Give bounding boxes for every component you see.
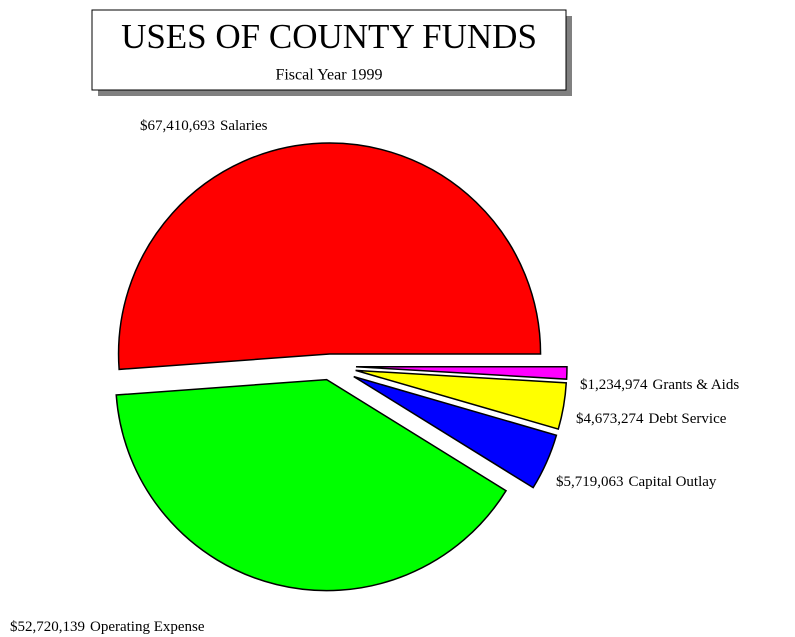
title-box: [91, 9, 567, 91]
slice-category-label: Salaries: [220, 118, 268, 134]
slice-label: $5,719,063 Capital Outlay: [556, 474, 717, 490]
slice-value-label: $52,720,139: [10, 619, 85, 635]
slice-label: $1,234,974 Grants & Aids: [580, 377, 739, 393]
slice-category-label: Operating Expense: [90, 619, 205, 635]
pie-slice: [117, 142, 542, 371]
slice-value-label: $67,410,693: [140, 118, 215, 134]
slice-category-label: Debt Service: [649, 411, 727, 427]
chart-title: USES OF COUNTY FUNDS: [121, 17, 537, 56]
pie-slice: [353, 375, 558, 489]
pie-slice: [355, 369, 568, 431]
slice-label: $4,673,274 Debt Service: [576, 411, 727, 427]
chart-subtitle: Fiscal Year 1999: [275, 67, 382, 84]
slice-category-label: Capital Outlay: [629, 474, 717, 490]
pie-slice: [115, 378, 508, 592]
slice-category-label: Grants & Aids: [653, 377, 740, 393]
slice-label: $67,410,693 Salaries: [140, 118, 268, 134]
slice-value-label: $4,673,274: [576, 411, 644, 427]
slice-value-label: $5,719,063: [556, 474, 624, 490]
slice-label: $52,720,139 Operating Expense: [10, 619, 205, 635]
slice-value-label: $1,234,974: [580, 377, 648, 393]
pie-slice: [355, 366, 568, 380]
